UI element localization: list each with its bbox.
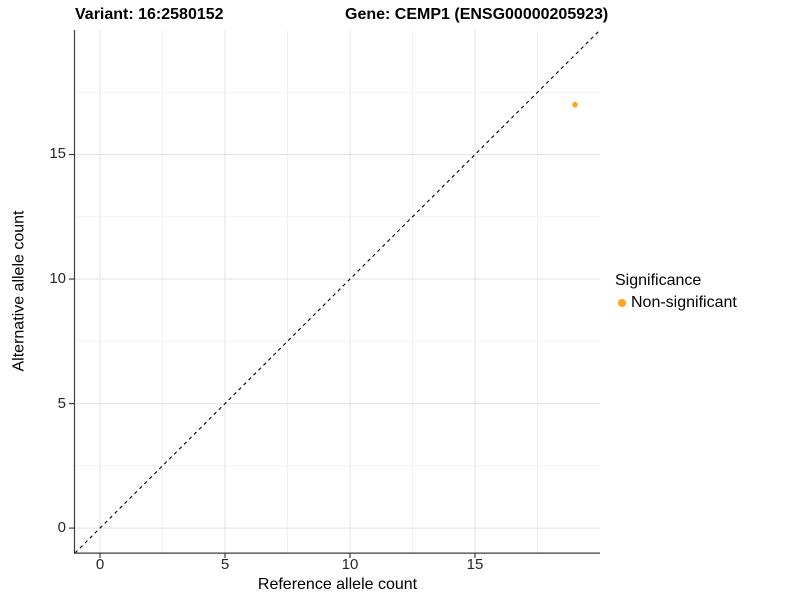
plot-title-variant: Variant: 16:2580152 (75, 6, 224, 23)
legend-item: Non-significant (615, 293, 737, 312)
y-tick-label: 0 (57, 519, 66, 536)
y-axis-title: Alternative allele count (10, 210, 28, 372)
x-tick-label: 15 (466, 556, 484, 573)
y-tick-label: 15 (49, 145, 66, 162)
legend-title: Significance (615, 272, 702, 289)
x-tick-label: 10 (341, 556, 359, 573)
legend-point-icon (618, 298, 626, 307)
legend-item-label: Non-significant (631, 294, 737, 311)
x-tick-label: 5 (220, 556, 230, 573)
legend: Significance Non-significant (615, 271, 737, 312)
y-tick-label: 10 (49, 270, 66, 287)
x-axis-title: Reference allele count (257, 576, 418, 593)
identity-line (74, 29, 601, 554)
plot-title-gene: Gene: CEMP1 (ENSG00000205923) (345, 6, 609, 23)
data-point (572, 101, 578, 108)
x-tick-label: 0 (95, 556, 105, 573)
y-tick-label: 5 (57, 395, 66, 412)
